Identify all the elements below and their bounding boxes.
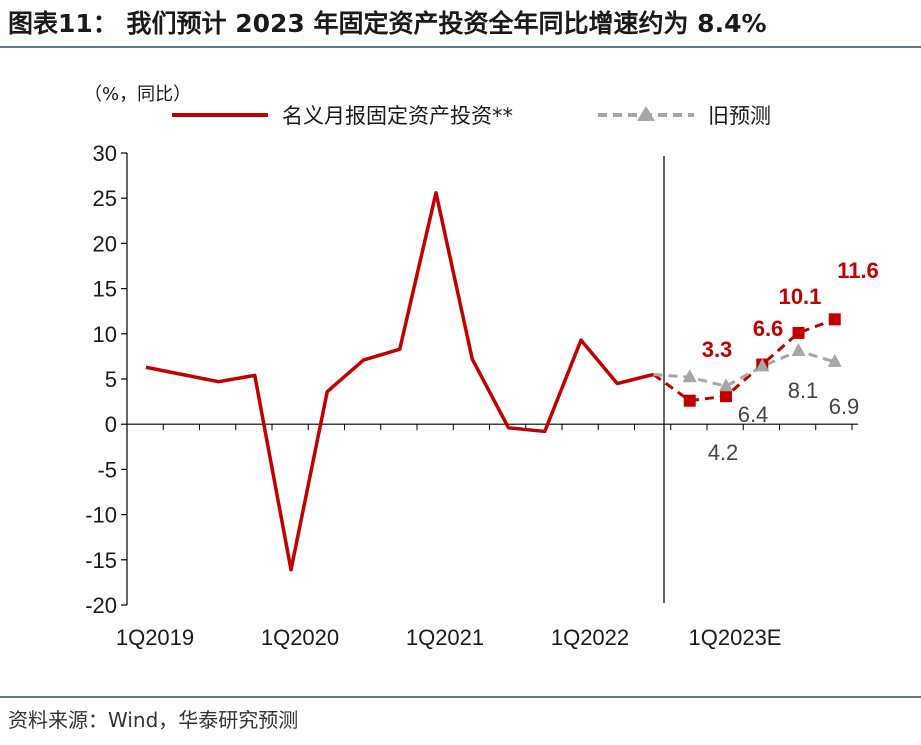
forecast-data-label: 6.6 <box>753 316 784 341</box>
source-note: 资料来源：Wind，华泰研究预测 <box>8 708 299 732</box>
y-tick-label: 20 <box>93 231 117 256</box>
forecast-data-label: 11.6 <box>837 258 879 283</box>
old-forecast-marker <box>791 342 806 356</box>
y-tick-label: 0 <box>105 412 117 437</box>
forecast-marker <box>828 313 841 326</box>
y-tick-label: 5 <box>105 367 117 392</box>
chart-title: 图表11： 我们预计 2023 年固定资产投资全年同比增速约为 8.4% <box>8 9 767 38</box>
y-tick-label: 10 <box>93 322 117 347</box>
old-forecast-marker <box>827 353 842 367</box>
y-tick-label: -20 <box>85 593 117 618</box>
old-forecast-data-label: 4.2 <box>708 440 739 465</box>
y-axis-ticks: 30 25 20 15 10 5 0 -5 -10 -15 -20 <box>85 141 127 618</box>
x-tick-label: 1Q2023E <box>689 625 782 650</box>
data-labels: 3.3 6.6 10.1 11.6 4.2 6.4 8.1 6.9 <box>702 258 879 465</box>
y-tick-label: -10 <box>85 503 117 528</box>
title-rule <box>0 46 921 48</box>
series-markers <box>682 313 842 407</box>
x-tick-label: 1Q2022 <box>551 625 629 650</box>
y-tick-label: -15 <box>85 548 117 573</box>
legend-marker-old-forecast <box>637 106 655 121</box>
legend-label-actual: 名义月报固定资产投资** <box>282 104 513 128</box>
legend-label-old-forecast: 旧预测 <box>708 104 771 128</box>
old-forecast-marker <box>755 358 770 372</box>
series-old-forecast-line <box>653 349 836 388</box>
axes <box>126 153 858 605</box>
forecast-marker <box>683 394 696 407</box>
old-forecast-data-label: 6.9 <box>829 394 860 419</box>
line-chart: （%，同比） 名义月报固定资产投资** 旧预测 30 25 20 15 10 5 0 -5 -10… <box>84 84 879 650</box>
old-forecast-data-label: 6.4 <box>738 402 769 427</box>
forecast-marker <box>720 390 732 403</box>
x-tick-label: 1Q2019 <box>116 625 194 650</box>
old-forecast-marker <box>682 369 697 383</box>
source-rule <box>0 696 921 698</box>
old-forecast-marker <box>719 378 733 392</box>
old-forecast-data-label: 8.1 <box>788 378 819 403</box>
forecast-data-label: 10.1 <box>779 284 822 309</box>
y-tick-label: 30 <box>93 141 117 166</box>
unit-label: （%，同比） <box>84 84 191 105</box>
x-axis-ticks: 1Q2019 1Q2020 1Q2021 1Q2022 1Q2023E <box>116 625 782 650</box>
series-forecast-line <box>652 317 836 403</box>
y-tick-label: 15 <box>93 277 117 302</box>
series-lines <box>145 191 836 572</box>
forecast-data-label: 3.3 <box>702 337 733 362</box>
x-tick-label: 1Q2021 <box>406 625 484 650</box>
legend: 名义月报固定资产投资** 旧预测 <box>172 104 771 128</box>
series-actual-line <box>145 191 654 572</box>
y-tick-label: -5 <box>97 457 117 482</box>
x-tick-label: 1Q2020 <box>261 625 339 650</box>
forecast-marker <box>792 326 805 339</box>
y-tick-label: 25 <box>93 186 117 211</box>
